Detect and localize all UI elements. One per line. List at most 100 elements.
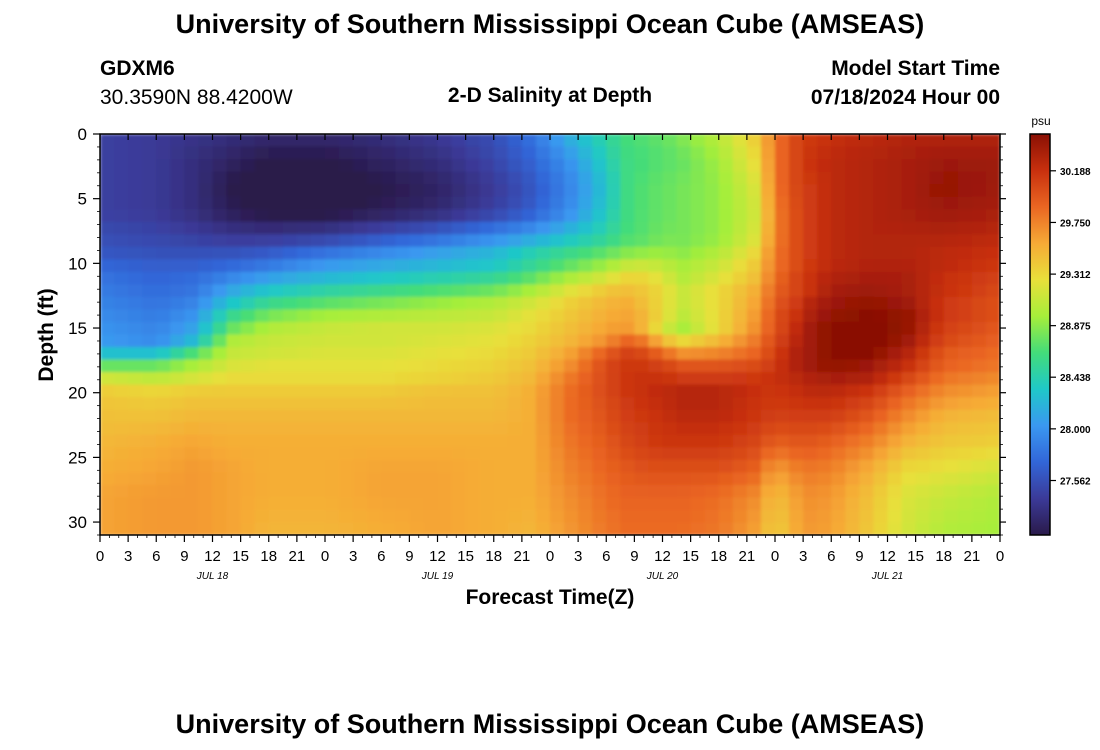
heatmap-cell — [888, 447, 903, 460]
heatmap-cell — [578, 184, 593, 197]
heatmap-cell — [775, 147, 790, 160]
heatmap-cell — [550, 247, 565, 260]
heatmap-cell — [761, 184, 776, 197]
heatmap-cell — [227, 335, 242, 348]
heatmap-cell — [606, 335, 621, 348]
heatmap-cell — [480, 510, 495, 523]
heatmap-cell — [578, 322, 593, 335]
heatmap-cell — [438, 247, 453, 260]
heatmap-cell — [986, 134, 1001, 147]
heatmap-cell — [409, 234, 424, 247]
heatmap-cell — [452, 234, 467, 247]
heatmap-cell — [367, 422, 382, 435]
heatmap-cell — [944, 197, 959, 210]
heatmap-cell — [564, 259, 579, 272]
heatmap-cell — [198, 522, 213, 535]
heatmap-cell — [691, 485, 706, 498]
heatmap-cell — [705, 259, 720, 272]
heatmap-cell — [367, 272, 382, 285]
heatmap-cell — [213, 197, 228, 210]
heatmap-cell — [114, 209, 129, 222]
heatmap-cell — [536, 284, 551, 297]
heatmap-cell — [114, 322, 129, 335]
heatmap-cell — [873, 397, 888, 410]
heatmap-cell — [930, 272, 945, 285]
heatmap-cell — [691, 460, 706, 473]
heatmap-cell — [691, 510, 706, 523]
heatmap-cell — [480, 485, 495, 498]
heatmap-cell — [339, 485, 354, 498]
heatmap-cell — [353, 335, 368, 348]
heatmap-cell — [395, 372, 410, 385]
heatmap-cell — [114, 234, 129, 247]
heatmap-cell — [606, 397, 621, 410]
heatmap-cell — [522, 184, 537, 197]
heatmap-cell — [888, 510, 903, 523]
heatmap-cell — [606, 247, 621, 260]
heatmap-cell — [367, 460, 382, 473]
heatmap-cell — [142, 234, 157, 247]
heatmap-cell — [297, 247, 312, 260]
heatmap-cell — [902, 272, 917, 285]
heatmap-cell — [719, 222, 734, 235]
heatmap-cell — [677, 485, 692, 498]
heatmap-cell — [859, 284, 874, 297]
heatmap-cell — [142, 422, 157, 435]
heatmap-cell — [536, 159, 551, 172]
heatmap-cell — [902, 497, 917, 510]
heatmap-cell — [241, 259, 256, 272]
heatmap-cell — [156, 322, 171, 335]
heatmap-cell — [241, 422, 256, 435]
heatmap-cell — [803, 335, 818, 348]
heatmap-cell — [606, 360, 621, 373]
heatmap-cell — [592, 222, 607, 235]
heatmap-cell — [438, 385, 453, 398]
heatmap-cell — [634, 347, 649, 360]
heatmap-cell — [705, 410, 720, 423]
heatmap-cell — [648, 397, 663, 410]
heatmap-cell — [803, 435, 818, 448]
heatmap-cell — [634, 272, 649, 285]
heatmap-cell — [775, 460, 790, 473]
heatmap-cell — [972, 422, 987, 435]
heatmap-cell — [213, 309, 228, 322]
heatmap-cell — [634, 222, 649, 235]
heatmap-cell — [719, 297, 734, 310]
heatmap-cell — [550, 284, 565, 297]
heatmap-cell — [480, 347, 495, 360]
heatmap-cell — [409, 460, 424, 473]
heatmap-cell — [789, 222, 804, 235]
heatmap-cell — [944, 172, 959, 185]
heatmap-cell — [367, 147, 382, 160]
heatmap-cell — [423, 485, 438, 498]
heatmap-cell — [494, 134, 509, 147]
heatmap-cell — [958, 134, 973, 147]
heatmap-cell — [845, 510, 860, 523]
heatmap-cell — [733, 410, 748, 423]
heatmap-cell — [395, 460, 410, 473]
heatmap-cell — [522, 447, 537, 460]
heatmap-cell — [902, 397, 917, 410]
heatmap-cell — [550, 335, 565, 348]
heatmap-cell — [733, 197, 748, 210]
heatmap-cell — [761, 460, 776, 473]
heatmap-cell — [606, 460, 621, 473]
heatmap-cell — [789, 485, 804, 498]
heatmap-cell — [198, 197, 213, 210]
heatmap-cell — [902, 510, 917, 523]
heatmap-cell — [297, 347, 312, 360]
heatmap-cell — [170, 485, 185, 498]
heatmap-cell — [873, 222, 888, 235]
heatmap-cell — [677, 309, 692, 322]
heatmap-cell — [508, 172, 523, 185]
heatmap-cell — [958, 172, 973, 185]
heatmap-cell — [353, 322, 368, 335]
heatmap-cell — [606, 147, 621, 160]
heatmap-cell — [972, 497, 987, 510]
heatmap-cell — [916, 234, 931, 247]
heatmap-cell — [550, 397, 565, 410]
heatmap-cell — [916, 147, 931, 160]
heatmap-cell — [761, 322, 776, 335]
heatmap-cell — [395, 272, 410, 285]
heatmap-cell — [395, 297, 410, 310]
